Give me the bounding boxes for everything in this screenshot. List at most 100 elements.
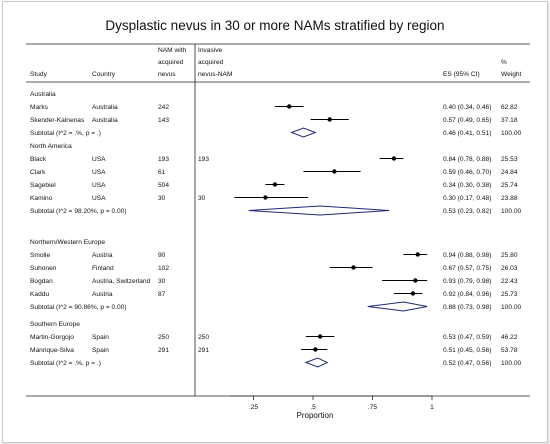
point-estimate (287, 104, 292, 109)
point-estimate (313, 347, 318, 352)
weight-label: 25.53 (501, 156, 518, 163)
nam-count: 291 (158, 347, 169, 354)
study-label: Clark (30, 169, 46, 176)
es-ci-label: 0.51 (0.45, 0.56) (443, 347, 491, 354)
country-label: Spain (92, 347, 109, 354)
x-axis: .25 .5 .75 1 (230, 395, 434, 411)
study-label: Smolle (30, 252, 50, 259)
subtotal-es-label: 0.53 (0.23, 0.82) (443, 208, 491, 215)
study-label: Manrique-Silva (30, 347, 74, 354)
nam-count: 30 (158, 278, 166, 285)
x-axis-title: Proportion (297, 411, 334, 420)
header-invasive-line2: acquired (198, 59, 224, 66)
header-nam-line1: NAM with (158, 47, 187, 54)
group-label: Australia (30, 91, 56, 98)
group-label: North America (30, 143, 72, 150)
nam-count: 250 (158, 334, 169, 341)
es-ci-label: 0.93 (0.79, 0.98) (443, 278, 491, 285)
subtotal-diamond (248, 205, 390, 216)
study-label: Kamino (30, 195, 53, 202)
subtotal-diamond (367, 301, 428, 312)
country-label: Australia (92, 104, 118, 111)
nam-count: 242 (158, 104, 169, 111)
es-ci-label: 0.30 (0.17, 0.48) (443, 195, 491, 202)
header-country: Country (92, 71, 116, 78)
es-ci-label: 0.40 (0.34, 0.46) (443, 104, 491, 111)
nam-count: 87 (158, 291, 166, 298)
weight-label: 62.82 (501, 104, 518, 111)
header-invasive-line3: nevus-NAM (198, 71, 232, 78)
weight-label: 53.78 (501, 347, 518, 354)
country-label: Spain (92, 334, 109, 341)
subtotal-label: Subtotal (I^2 = 90.86%, p = 0.00) (30, 304, 127, 311)
header-weight-line1: % (501, 59, 507, 66)
point-estimate (415, 252, 420, 257)
point-estimate (327, 117, 332, 122)
x-tick-label: .25 (249, 404, 258, 411)
nam-count: 143 (158, 117, 169, 124)
country-label: Austria (92, 291, 113, 298)
forest-rows: Australia Marks Australia 242 0.40 (0.34, 0.… (30, 91, 522, 368)
country-label: Finland (92, 265, 114, 272)
header-weight-line2: Weight (501, 71, 522, 78)
header-nam-line3: nevus (158, 71, 176, 78)
subtotal-diamond (290, 127, 317, 138)
nam-count: 193 (158, 156, 169, 163)
weight-label: 24.84 (501, 169, 518, 176)
weight-label: 22.43 (501, 278, 518, 285)
weight-label: 46.22 (501, 334, 518, 341)
point-estimate (410, 291, 416, 296)
subtotal-weight-label: 100.00 (501, 360, 522, 367)
es-ci-label: 0.53 (0.47, 0.59) (443, 334, 491, 341)
header-es: ES (95% CI) (443, 71, 480, 78)
subtotal-label: Subtotal (I^2 = .%, p = .) (30, 130, 101, 137)
weight-label: 25.80 (501, 252, 518, 259)
point-estimate (263, 195, 268, 200)
point-estimate (351, 265, 356, 270)
point-estimate (332, 169, 337, 174)
country-label: Austria (92, 252, 113, 259)
study-label: Bogdan (30, 278, 53, 285)
es-ci-label: 0.34 (0.30, 0.38) (443, 182, 491, 189)
subtotal-es-label: 0.46 (0.41, 0.51) (443, 130, 491, 137)
nam-count: 61 (158, 169, 166, 176)
study-label: Skender-Kalnenas (30, 117, 85, 124)
study-label: Black (30, 156, 47, 163)
point-estimate (413, 278, 418, 283)
study-label: Sagebiel (30, 182, 56, 189)
x-tick-label: .5 (310, 404, 316, 411)
weight-label: 23.88 (501, 195, 518, 202)
point-estimate (317, 334, 323, 339)
nam-count: 504 (158, 182, 169, 189)
column-headers: Study Country NAM with acquired nevus In… (30, 47, 522, 78)
es-ci-label: 0.84 (0.78, 0.88) (443, 156, 491, 163)
country-label: Austria, Switzerland (92, 278, 151, 285)
invasive-count: 30 (198, 195, 206, 202)
header-study: Study (30, 71, 48, 78)
subtotal-diamond (304, 357, 329, 368)
chart-title: Dysplastic nevus in 30 or more NAMs stra… (105, 18, 444, 33)
subtotal-weight-label: 100.00 (501, 208, 522, 215)
weight-label: 25.73 (501, 291, 518, 298)
country-label: Australia (92, 117, 118, 124)
study-label: Suhonen (30, 265, 57, 272)
header-nam-line2: acquired (158, 59, 184, 66)
header-invasive-line1: Invasive (198, 47, 223, 54)
country-label: USA (92, 182, 106, 189)
x-tick-label: .75 (368, 404, 377, 411)
es-ci-label: 0.94 (0.88, 0.98) (443, 252, 491, 259)
country-label: USA (92, 169, 106, 176)
es-ci-label: 0.59 (0.46, 0.70) (443, 169, 491, 176)
subtotal-label: Subtotal (I^2 = 98.20%, p = 0.00) (30, 208, 127, 215)
subtotal-es-label: 0.52 (0.47, 0.56) (443, 360, 491, 367)
country-label: USA (92, 195, 106, 202)
weight-label: 25.74 (501, 182, 518, 189)
subtotal-weight-label: 100.00 (501, 130, 522, 137)
es-ci-label: 0.92 (0.84, 0.96) (443, 291, 491, 298)
weight-label: 37.18 (501, 117, 518, 124)
subtotal-es-label: 0.88 (0.73, 0.98) (443, 304, 491, 311)
nam-count: 30 (158, 195, 166, 202)
invasive-count: 250 (198, 334, 209, 341)
